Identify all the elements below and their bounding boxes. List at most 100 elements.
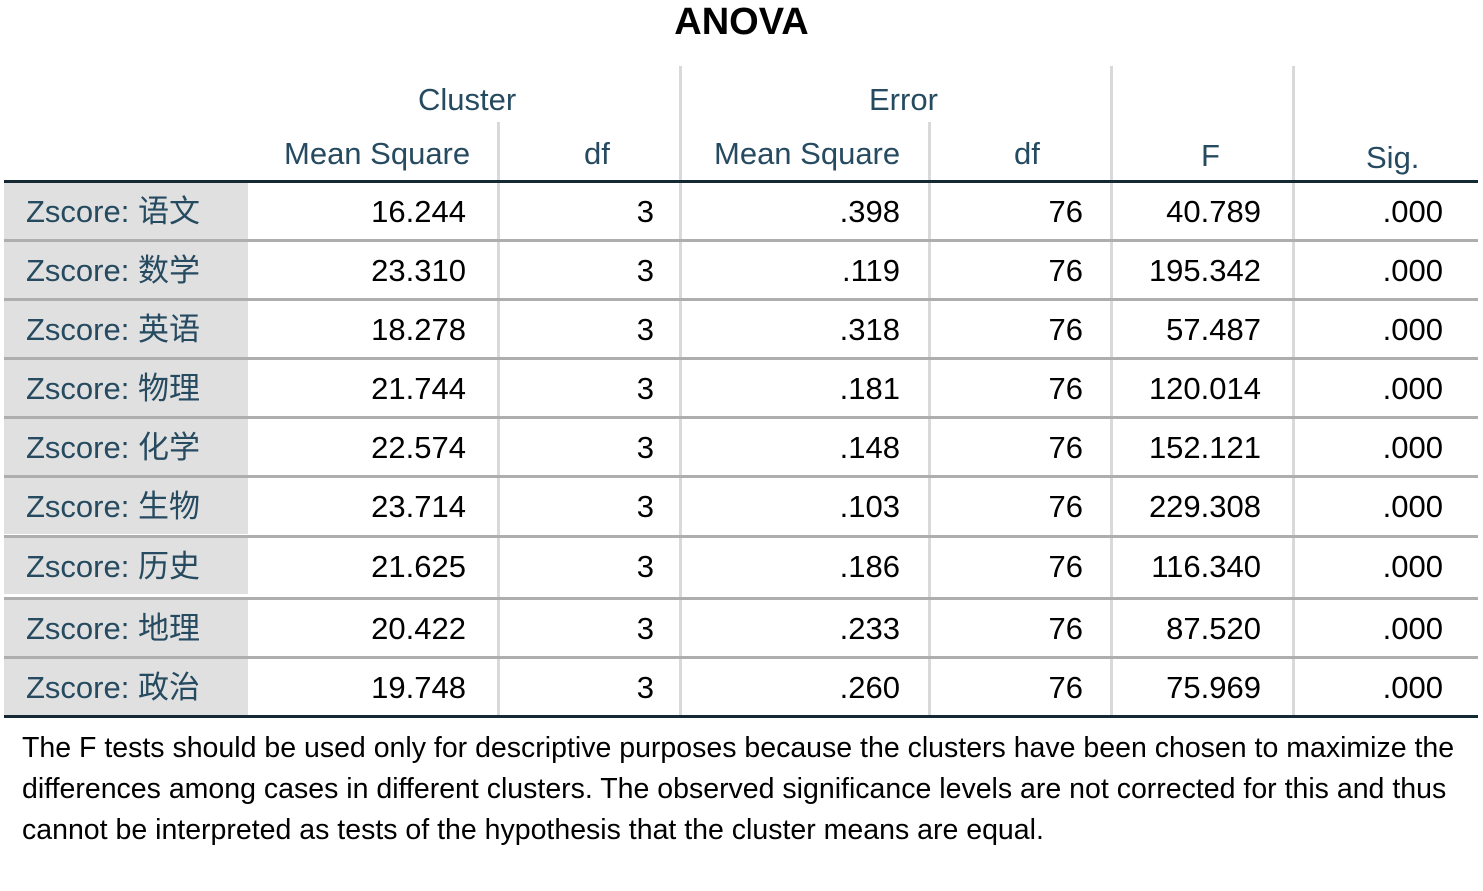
f-cell: 229.308 <box>1148 489 1261 524</box>
cluster-df-cell: 3 <box>636 312 654 347</box>
sig-cell: .000 <box>1382 489 1443 524</box>
f-cell: 75.969 <box>1166 670 1261 705</box>
table-row: Zscore: 地理 20.422 3 .233 76 87.520 .000 <box>4 600 1478 656</box>
error-mean-square-cell: .103 <box>839 489 900 524</box>
table-row: Zscore: 化学 22.574 3 .148 76 152.121 .000 <box>4 419 1478 475</box>
error-df-cell: 76 <box>1048 489 1083 524</box>
row-divider <box>4 656 1478 659</box>
row-divider <box>4 357 1478 360</box>
error-df-cell: 76 <box>1048 670 1083 705</box>
table-title: ANOVA <box>674 1 809 43</box>
table-row: Zscore: 历史 21.625 3 .186 76 116.340 .000 <box>4 538 1478 594</box>
sig-cell: .000 <box>1382 430 1443 465</box>
error-mean-square-cell: .233 <box>839 611 900 646</box>
row-label: Zscore: 语文 <box>4 183 248 239</box>
sig-cell: .000 <box>1382 312 1443 347</box>
body-divider <box>679 182 682 716</box>
table-row: Zscore: 物理 21.744 3 .181 76 120.014 .000 <box>4 360 1478 416</box>
row-label: Zscore: 化学 <box>4 419 248 475</box>
error-df-cell: 76 <box>1048 430 1083 465</box>
header-divider <box>1110 66 1113 180</box>
error-df-cell: 76 <box>1048 611 1083 646</box>
cluster-df-cell: 3 <box>636 489 654 524</box>
sig-cell: .000 <box>1382 670 1443 705</box>
table-row: Zscore: 政治 19.748 3 .260 76 75.969 .000 <box>4 659 1478 715</box>
row-label: Zscore: 生物 <box>4 478 248 534</box>
header-error-df: df <box>1014 136 1040 171</box>
error-mean-square-cell: .181 <box>839 371 900 406</box>
header-cluster: Cluster <box>418 82 517 117</box>
table-top-rule <box>4 180 1478 183</box>
cluster-mean-square-cell: 22.574 <box>371 430 466 465</box>
error-df-cell: 76 <box>1048 253 1083 288</box>
header-cluster-df: df <box>584 136 610 171</box>
table-footnote: The F tests should be used only for desc… <box>22 732 1455 846</box>
header-error: Error <box>869 82 938 117</box>
header-divider <box>497 122 500 180</box>
cluster-mean-square-cell: 20.422 <box>371 611 466 646</box>
cluster-df-cell: 3 <box>636 670 654 705</box>
cluster-mean-square-cell: 18.278 <box>371 312 466 347</box>
error-mean-square-cell: .148 <box>839 430 900 465</box>
row-label: Zscore: 数学 <box>4 242 248 298</box>
error-mean-square-cell: .260 <box>839 670 900 705</box>
f-cell: 152.121 <box>1148 430 1261 465</box>
cluster-mean-square-cell: 16.244 <box>371 194 466 229</box>
row-divider <box>4 475 1478 478</box>
error-df-cell: 76 <box>1048 194 1083 229</box>
error-mean-square-cell: .119 <box>841 253 900 288</box>
cluster-df-cell: 3 <box>636 253 654 288</box>
error-df-cell: 76 <box>1048 549 1083 584</box>
f-cell: 116.340 <box>1151 549 1261 584</box>
row-label: Zscore: 历史 <box>4 538 248 594</box>
row-divider <box>4 535 1478 538</box>
f-cell: 195.342 <box>1148 253 1261 288</box>
header-divider <box>1292 66 1295 180</box>
sig-cell: .000 <box>1382 611 1443 646</box>
error-df-cell: 76 <box>1048 312 1083 347</box>
body-divider <box>928 182 931 716</box>
body-divider <box>497 182 500 716</box>
sig-cell: .000 <box>1382 253 1443 288</box>
sig-cell: .000 <box>1382 194 1443 229</box>
cluster-mean-square-cell: 21.744 <box>371 371 466 406</box>
cluster-df-cell: 3 <box>636 371 654 406</box>
error-mean-square-cell: .318 <box>839 312 900 347</box>
cluster-df-cell: 3 <box>636 194 654 229</box>
body-divider <box>1110 182 1113 716</box>
row-label: Zscore: 英语 <box>4 301 248 357</box>
row-label: Zscore: 地理 <box>4 600 248 656</box>
table-row: Zscore: 语文 16.244 3 .398 76 40.789 .000 <box>4 183 1478 239</box>
table-bottom-rule <box>4 715 1478 718</box>
header-cluster-mean-square: Mean Square <box>284 136 471 171</box>
error-df-cell: 76 <box>1048 371 1083 406</box>
cluster-df-cell: 3 <box>636 549 654 584</box>
cluster-mean-square-cell: 23.310 <box>371 253 466 288</box>
row-label: Zscore: 政治 <box>4 659 248 715</box>
row-label: Zscore: 物理 <box>4 360 248 416</box>
row-divider <box>4 298 1478 301</box>
f-cell: 120.014 <box>1148 371 1261 406</box>
cluster-mean-square-cell: 19.748 <box>371 670 466 705</box>
body-divider <box>1292 182 1295 716</box>
sig-cell: .000 <box>1382 371 1443 406</box>
row-divider <box>4 416 1478 419</box>
header-error-mean-square: Mean Square <box>714 136 901 171</box>
error-mean-square-cell: .398 <box>839 194 900 229</box>
header-f: F <box>1201 138 1220 173</box>
f-cell: 57.487 <box>1166 312 1261 347</box>
table-row: Zscore: 英语 18.278 3 .318 76 57.487 .000 <box>4 301 1478 357</box>
f-cell: 40.789 <box>1166 194 1261 229</box>
cluster-mean-square-cell: 23.714 <box>371 489 466 524</box>
cluster-mean-square-cell: 21.625 <box>371 549 466 584</box>
sig-cell: .000 <box>1382 549 1443 584</box>
header-divider <box>679 66 682 180</box>
cluster-df-cell: 3 <box>636 430 654 465</box>
row-divider <box>4 239 1478 242</box>
error-mean-square-cell: .186 <box>839 549 900 584</box>
f-cell: 87.520 <box>1166 611 1261 646</box>
row-divider <box>4 597 1478 600</box>
table-row: Zscore: 生物 23.714 3 .103 76 229.308 .000 <box>4 478 1478 534</box>
table-row: Zscore: 数学 23.310 3 .119 76 195.342 .000 <box>4 242 1478 298</box>
header-sig: Sig. <box>1366 140 1420 175</box>
